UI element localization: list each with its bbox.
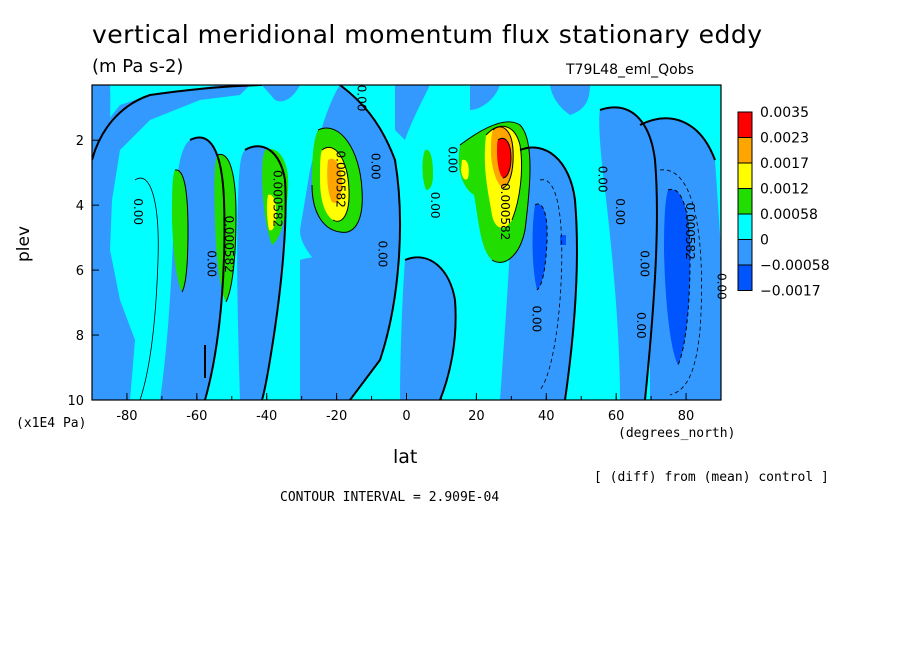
- contour-lines: [92, 85, 716, 400]
- contour-label: 0.00: [428, 192, 442, 219]
- colorbar-label: 0.0035: [760, 105, 809, 121]
- colorbar-label: 0.0023: [760, 131, 809, 147]
- colorbar-label: 0.0012: [760, 182, 809, 198]
- x-tick-label: -80: [116, 409, 137, 424]
- x-tick-label: -20: [326, 409, 347, 424]
- x-tick-label: 0: [402, 409, 410, 424]
- contour-fill: [92, 85, 721, 400]
- x-tick-label: 60: [608, 409, 625, 424]
- y-tick-label: 10: [67, 394, 84, 409]
- colorbar: 0.0035 0.0023 0.0017 0.0012 0.00058 0 −0.00058…: [737, 105, 830, 300]
- contour-label: 0.00: [638, 250, 652, 277]
- y-axis: 2 4 6 8 10: [67, 134, 99, 409]
- colorbar-swatch: [737, 188, 753, 215]
- x-axis: -80 -60 -40 -20 0 20 40 60 80: [91, 393, 722, 424]
- contour-label: 0.000582: [271, 170, 285, 227]
- colorbar-swatch: [737, 239, 753, 266]
- contour-label: 0.00: [369, 153, 383, 180]
- colorbar-label: 0.00058: [760, 207, 818, 223]
- colorbar-swatch: [737, 213, 753, 240]
- contour-label: 0.00: [445, 146, 459, 173]
- colorbar-label: −0.0017: [760, 284, 821, 300]
- contour-label: 0.00: [204, 250, 218, 277]
- contour-label: 0.00: [355, 85, 369, 112]
- contour-label: 0.00: [715, 273, 729, 300]
- chart-units: (m Pa s-2): [92, 56, 184, 77]
- contour-interval: CONTOUR INTERVAL = 2.909E-04: [280, 490, 500, 505]
- contour-label: 0.000582: [222, 215, 236, 272]
- colorbar-label: 0: [760, 233, 769, 249]
- colorbar-swatch: [737, 162, 753, 189]
- x-axis-unit: (degrees_north): [618, 426, 736, 441]
- contour-label: 0.000582: [498, 183, 512, 240]
- contour-label: 0.000582: [334, 151, 348, 208]
- x-axis-label: lat: [393, 446, 418, 468]
- colorbar-swatch: [737, 264, 753, 291]
- contour-label: 0.000582: [683, 203, 697, 260]
- colorbar-swatch: [737, 111, 753, 138]
- contour-label: 0.00: [529, 305, 543, 332]
- x-tick-label: 20: [468, 409, 485, 424]
- diff-note: [ (diff) from (mean) control ]: [594, 470, 829, 485]
- y-axis-unit: (x1E4 Pa): [16, 416, 87, 431]
- chart-title: vertical meridional momentum flux statio…: [92, 20, 763, 49]
- run-label: T79L48_eml_Qobs: [566, 62, 694, 78]
- y-tick-label: 8: [76, 329, 84, 344]
- contour-label: 0.00: [634, 312, 648, 339]
- y-tick-label: 6: [76, 264, 84, 279]
- colorbar-label: −0.00058: [760, 258, 830, 274]
- y-tick-label: 4: [76, 199, 84, 214]
- contour-label: 0.00: [131, 198, 145, 225]
- x-tick-label: -60: [186, 409, 207, 424]
- colorbar-label: 0.0017: [760, 156, 809, 172]
- contour-label: 0.00: [596, 166, 610, 193]
- x-tick-label: 80: [678, 409, 695, 424]
- contour-label: 0.00: [376, 241, 390, 268]
- colorbar-swatch: [737, 137, 753, 164]
- x-tick-label: 40: [538, 409, 555, 424]
- contour-label: 0.00: [613, 198, 627, 225]
- y-tick-label: 2: [76, 134, 84, 149]
- x-tick-label: -40: [256, 409, 277, 424]
